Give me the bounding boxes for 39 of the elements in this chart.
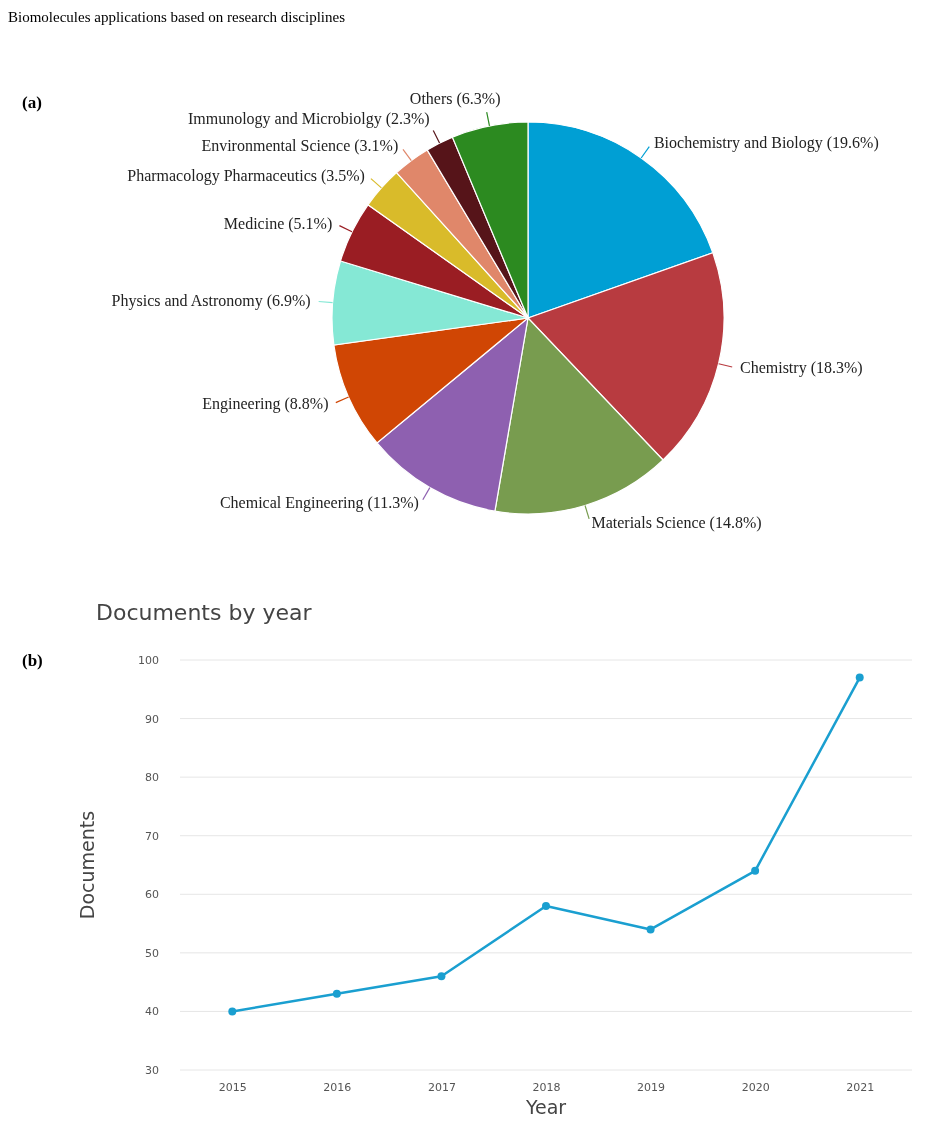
slice-label: Biochemistry and Biology (19.6%) <box>653 134 879 153</box>
chart-title: Documents by year <box>96 600 313 625</box>
slice-label: Chemical Engineering (11.3%) <box>219 494 419 513</box>
point <box>751 866 760 875</box>
text: (a) <box>22 93 42 112</box>
slice-label: Physics and Astronomy (6.9%) <box>111 292 311 311</box>
y-tick-label: 50 <box>145 946 159 960</box>
x-axis-title: Year <box>524 1096 567 1118</box>
slice-label: Others (6.3%) <box>409 90 501 108</box>
slice-label: Engineering (8.8%) <box>202 395 329 414</box>
slice-label: Pharmacology Pharmaceutics (3.5%) <box>127 166 365 185</box>
slice-label: Materials Science (14.8%) <box>591 513 762 532</box>
x-tick-label: 2016 <box>323 1080 352 1094</box>
text: (b) <box>22 651 43 670</box>
point <box>332 989 341 998</box>
y-axis-title: Documents <box>76 810 98 920</box>
y-tick-label: 80 <box>145 771 159 785</box>
x-tick-label: 2017 <box>427 1080 456 1094</box>
slice-label: Environmental Science (3.1%) <box>201 137 399 156</box>
x-tick-label: 2020 <box>741 1080 770 1094</box>
point <box>855 673 864 682</box>
x-tick-label: 2015 <box>218 1080 247 1094</box>
y-tick-label: 90 <box>145 712 159 726</box>
slice-label: Medicine (5.1%) <box>223 214 333 233</box>
point <box>646 925 655 934</box>
x-tick-label: 2021 <box>846 1080 875 1094</box>
y-tick-label: 40 <box>145 1005 159 1019</box>
point <box>437 972 446 981</box>
y-tick-label: 70 <box>145 829 159 843</box>
y-tick-label: 30 <box>145 1064 159 1078</box>
slice-label: Chemistry (18.3%) <box>739 358 863 377</box>
y-tick-label: 100 <box>138 654 159 668</box>
point <box>228 1007 237 1016</box>
x-tick-label: 2018 <box>532 1080 561 1094</box>
point <box>542 902 550 910</box>
chart-title: Biomolecules applications based on research disciplines <box>8 9 346 25</box>
y-tick-label: 60 <box>145 888 159 902</box>
slice-label: Immunology and Microbiolgy (2.3%) <box>187 110 430 129</box>
x-tick-label: 2019 <box>637 1080 666 1094</box>
